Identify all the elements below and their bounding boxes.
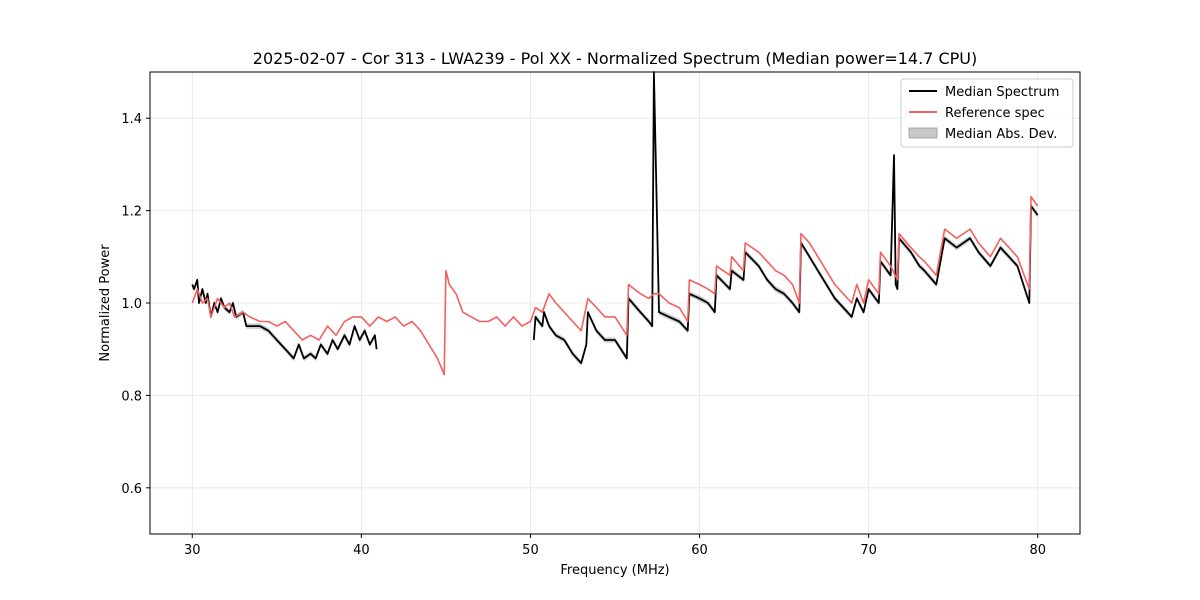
- legend-swatch-patch: [908, 127, 938, 139]
- x-axis-label: Frequency (MHz): [560, 563, 669, 578]
- chart-title: 2025-02-07 - Cor 313 - LWA239 - Pol XX -…: [253, 49, 977, 68]
- x-tick-label: 50: [522, 543, 539, 558]
- lines: [191, 71, 1039, 376]
- y-tick-label: 1.4: [121, 112, 142, 127]
- x-tick-label: 70: [860, 543, 877, 558]
- y-axis-ticks: 0.6 0.8 1.0 1.2 1.4: [121, 112, 150, 497]
- reference-spectrum-line: [191, 195, 1039, 376]
- x-tick-label: 60: [691, 543, 708, 558]
- legend-label: Median Spectrum: [945, 85, 1059, 100]
- legend-label: Median Abs. Dev.: [945, 127, 1057, 142]
- x-tick-label: 40: [353, 543, 370, 558]
- x-axis-ticks: 30 40 50 60 70 80: [184, 534, 1046, 558]
- y-tick-label: 1.2: [121, 205, 142, 220]
- plot-area: [149, 71, 1081, 535]
- legend-box: [900, 78, 1074, 148]
- y-tick-label: 1.0: [121, 297, 142, 312]
- y-tick-label: 0.6: [121, 482, 142, 497]
- legend: Median Spectrum Reference spec Median Abs.…: [900, 78, 1074, 148]
- legend-label: Reference spec: [945, 106, 1045, 121]
- median-spectrum-line: [532, 71, 1039, 365]
- x-tick-label: 30: [184, 543, 201, 558]
- y-axis-label: Normalized Power: [98, 244, 113, 362]
- y-tick-label: 0.8: [121, 389, 142, 404]
- grid: [150, 72, 1080, 534]
- x-tick-label: 80: [1029, 543, 1046, 558]
